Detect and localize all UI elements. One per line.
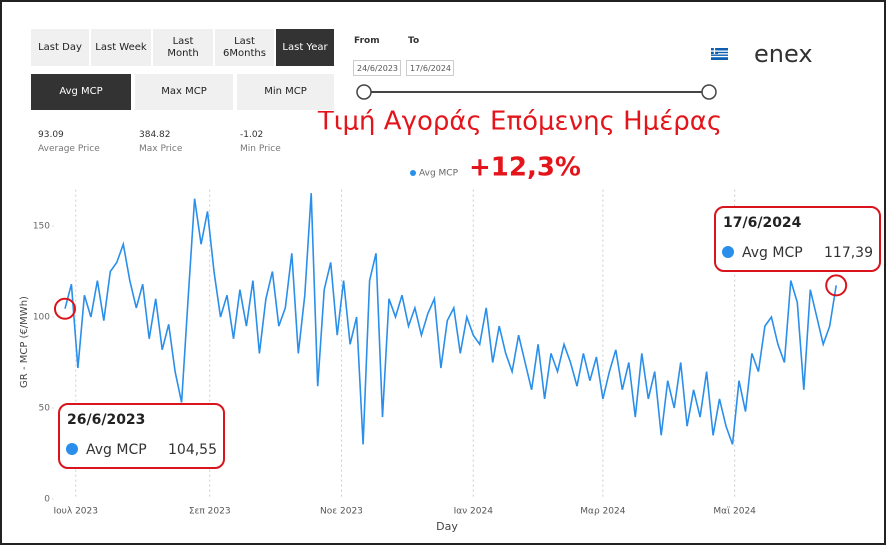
slider-handle[interactable] — [356, 84, 372, 100]
stat: 384.82 Max Price — [139, 128, 182, 156]
data-line — [64, 193, 837, 445]
callout-value: 104,55 — [168, 442, 217, 458]
y-axis-title: GR - MCP (€/MWh) — [19, 296, 30, 388]
y-tick-label: 150 — [33, 222, 50, 232]
callout-series: Avg MCP — [742, 245, 803, 261]
stat-value: 93.09 — [38, 130, 64, 140]
x-tick-label: Ιαν 2024 — [454, 507, 494, 517]
from-label: From — [354, 36, 380, 46]
y-tick-label: 0 — [44, 495, 50, 505]
period-button[interactable]: Last Week — [90, 28, 152, 67]
flag — [711, 48, 728, 60]
legend-marker — [410, 170, 416, 176]
callout-box — [58, 403, 225, 469]
point-highlight — [825, 274, 848, 297]
button-label: Last Month — [167, 35, 199, 59]
period-button[interactable]: Last 6Months — [214, 28, 275, 67]
period-button[interactable]: Last Day — [30, 28, 90, 67]
stat-label: Max Price — [139, 144, 183, 154]
callout-marker — [722, 246, 734, 258]
stat: -1.02 Min Price — [240, 128, 281, 156]
chart-title: Τιμή Αγοράς Επόμενης Ημέρας — [317, 107, 722, 137]
logo: enex — [754, 40, 813, 68]
measure-tab[interactable]: Avg MCP — [30, 73, 132, 111]
x-tick-label: Ιουλ 2023 — [54, 507, 98, 517]
x-tick-label: Μαρ 2024 — [580, 507, 625, 517]
chart-subtitle: +12,3% — [469, 153, 581, 183]
stat-value: 384.82 — [139, 130, 171, 140]
from-date[interactable]: 24/6/2023 — [353, 60, 401, 76]
x-tick-label: Μαϊ 2024 — [713, 507, 756, 517]
stat-label: Average Price — [38, 144, 100, 154]
y-tick-label: 100 — [33, 313, 50, 323]
measure-tab[interactable]: Min MCP — [236, 73, 335, 111]
stat-value: -1.02 — [240, 130, 264, 140]
to-date[interactable]: 17/6/2024 — [406, 60, 454, 76]
y-tick-label: 50 — [39, 404, 51, 414]
period-button[interactable]: Last Year — [275, 28, 335, 67]
x-tick-label: Σεπ 2023 — [189, 507, 231, 517]
stat-label: Min Price — [240, 144, 281, 154]
callout-series: Avg MCP — [86, 442, 147, 458]
x-axis-title: Day — [436, 520, 458, 533]
button-label: Last 6Months — [223, 35, 266, 59]
slider-handle[interactable] — [701, 84, 717, 100]
to-label: To — [408, 36, 420, 46]
measure-tab[interactable]: Max MCP — [134, 73, 234, 111]
stat: 93.09 Average Price — [38, 128, 100, 156]
legend-label: Avg MCP — [419, 169, 459, 179]
callout-box — [714, 206, 881, 272]
callout-marker — [66, 443, 78, 455]
point-highlight — [53, 297, 76, 320]
callout-date: 26/6/2023 — [67, 412, 145, 428]
period-button[interactable]: Last Month — [152, 28, 214, 67]
callout-date: 17/6/2024 — [723, 215, 802, 231]
x-tick-label: Νοε 2023 — [320, 507, 363, 517]
callout-value: 117,39 — [824, 245, 873, 261]
